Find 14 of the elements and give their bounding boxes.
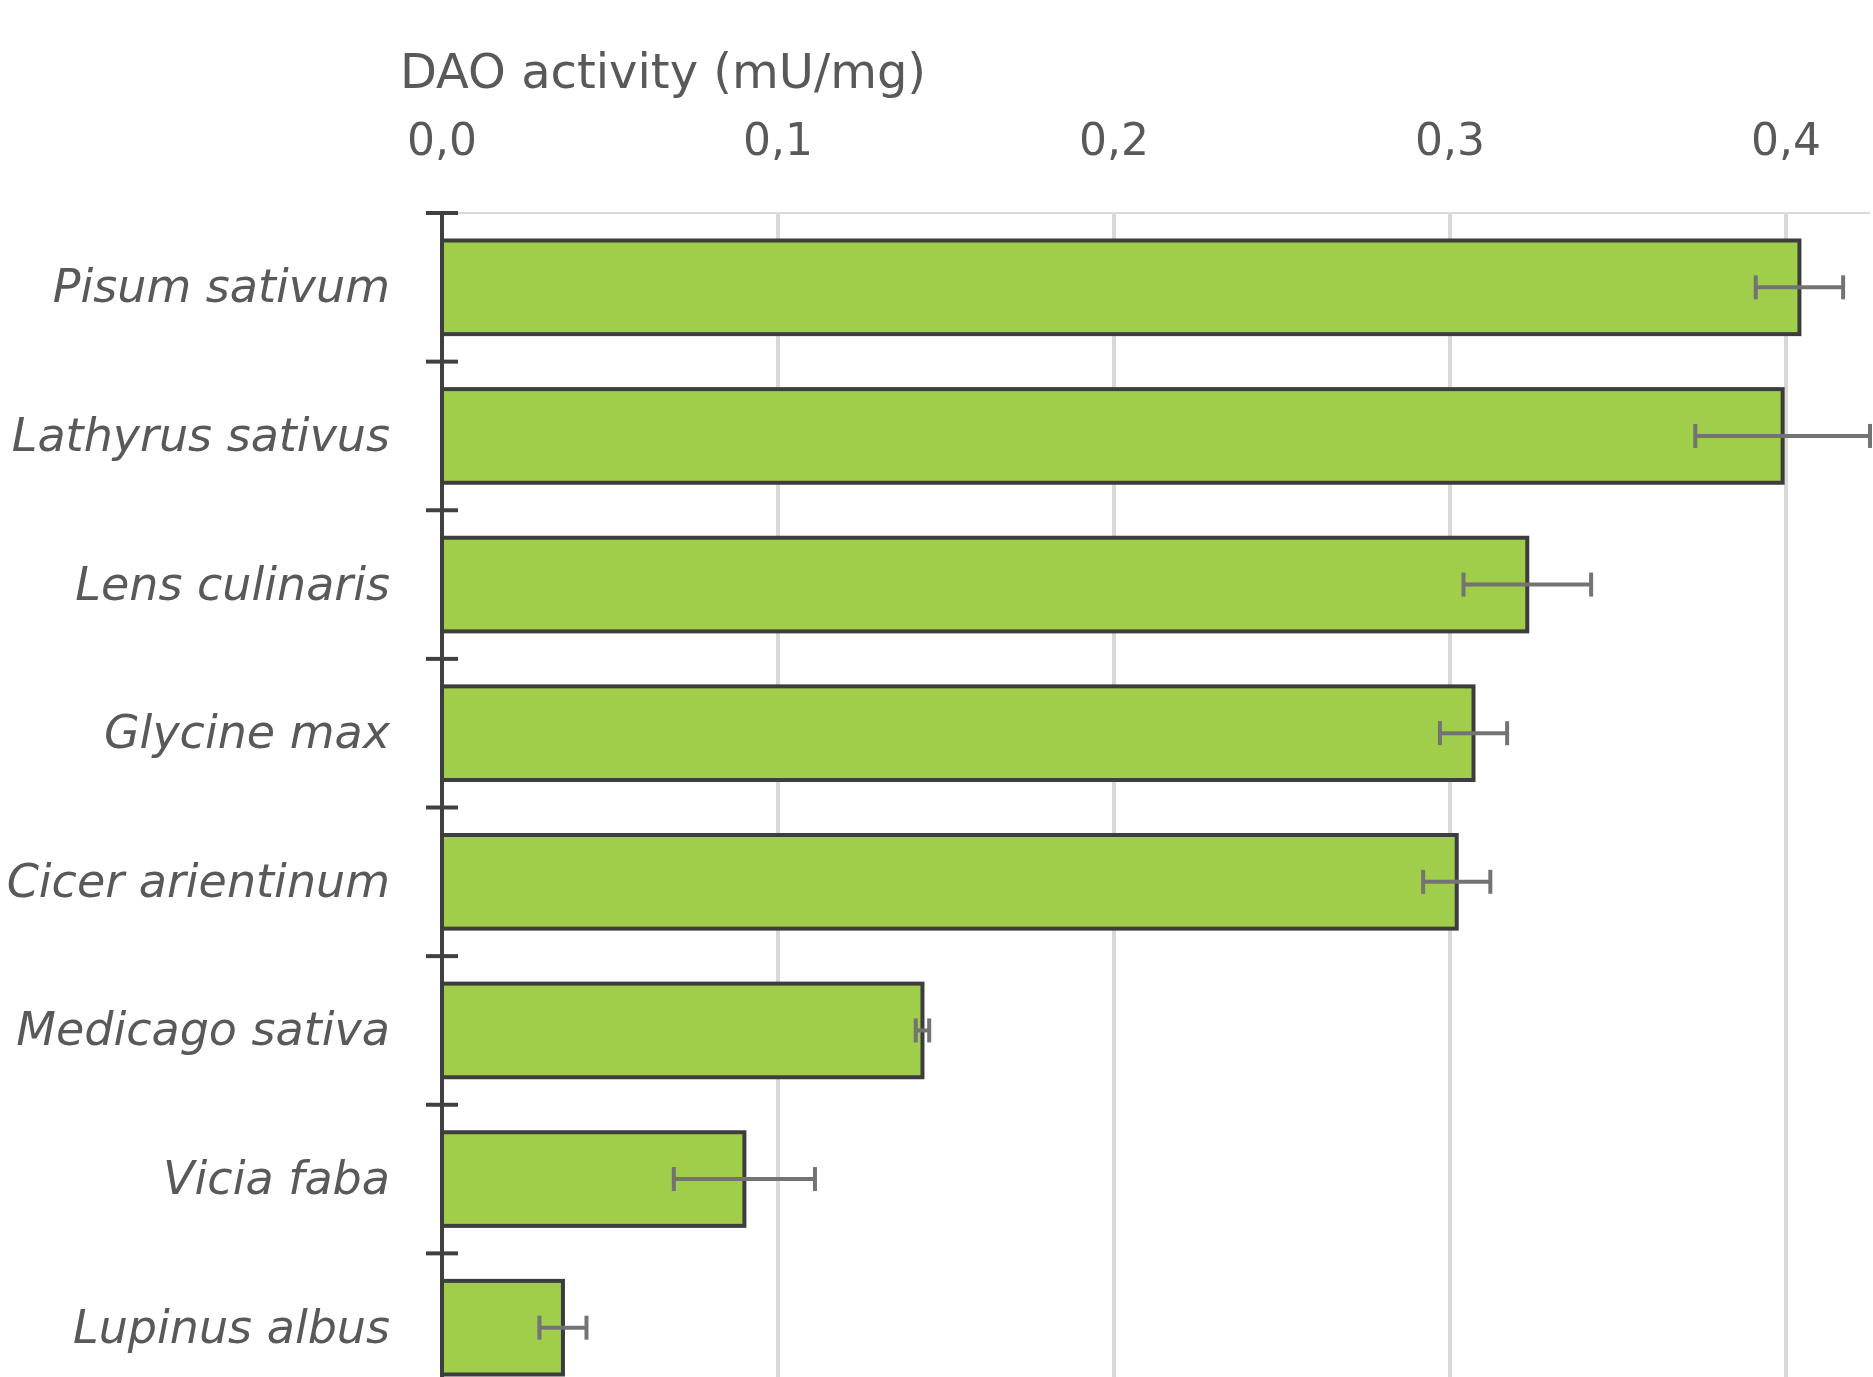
x-tick-label: 0,1	[743, 114, 813, 165]
x-tick-label: 0,3	[1415, 114, 1485, 165]
x-axis-title: DAO activity (mU/mg)	[400, 43, 927, 99]
x-tick-label: 0,0	[407, 114, 477, 165]
y-tick-label: Lupinus albus	[73, 1299, 390, 1354]
y-tick-label: Lathyrus sativus	[11, 407, 390, 462]
y-tick-label: Vicia faba	[163, 1151, 390, 1206]
y-tick-label: Glycine max	[103, 705, 391, 760]
y-tick-label: Pisum sativum	[52, 259, 390, 314]
y-tick-label: Lens culinaris	[75, 556, 390, 611]
x-tick-label: 0,2	[1079, 114, 1149, 165]
y-tick-label: Cicer arientinum	[6, 853, 390, 908]
y-tick-label: Medicago sativa	[16, 1002, 390, 1057]
x-tick-label: 0,4	[1751, 114, 1821, 165]
